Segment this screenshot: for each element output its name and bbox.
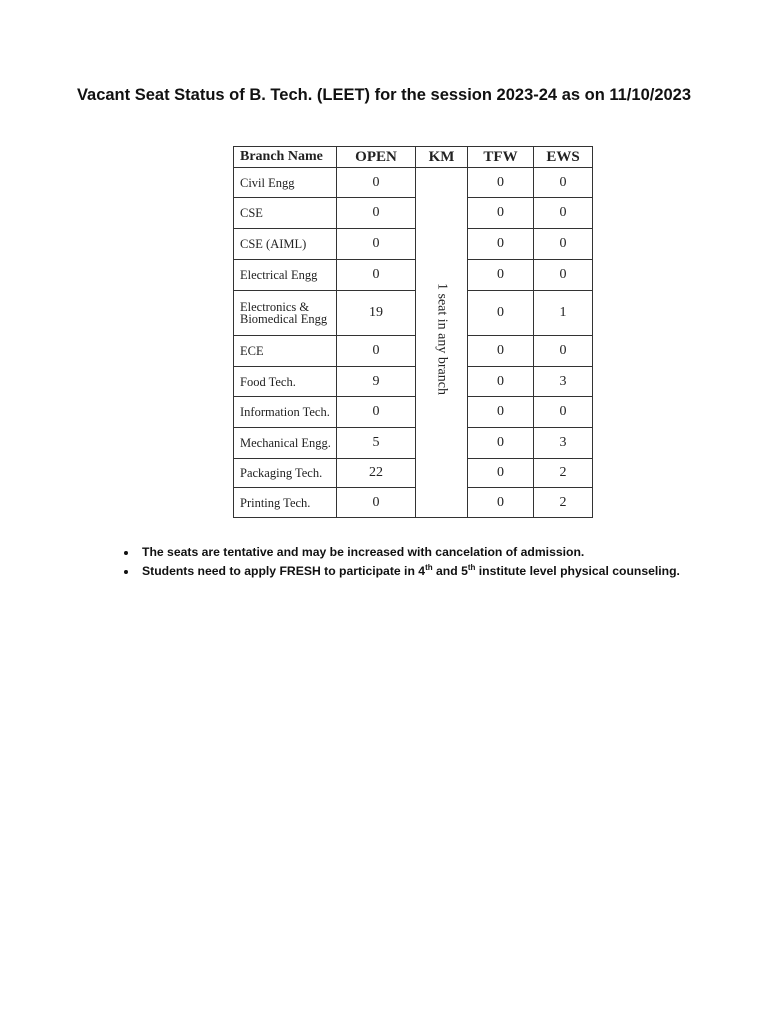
tfw-value: 0 <box>467 396 534 428</box>
note-text: institute level physical counseling. <box>475 564 680 579</box>
table-row: Food Tech. 9 0 3 <box>233 366 593 397</box>
branch-name: CSE (AIML) <box>233 228 337 260</box>
ews-value: 0 <box>533 396 593 428</box>
ews-value: 3 <box>533 427 593 459</box>
ews-value: 0 <box>533 335 593 367</box>
note-text: The seats are tentative and may be incre… <box>142 545 585 559</box>
open-value: 22 <box>336 458 416 488</box>
ews-value: 0 <box>533 228 593 260</box>
notes-list: The seats are tentative and may be incre… <box>100 545 680 582</box>
ews-value: 0 <box>533 167 593 198</box>
branch-name: Printing Tech. <box>233 487 337 518</box>
superscript: th <box>425 563 433 572</box>
open-value: 5 <box>336 427 416 459</box>
ews-value: 0 <box>533 259 593 291</box>
table-row: Mechanical Engg. 5 0 3 <box>233 427 593 459</box>
tfw-value: 0 <box>467 290 534 336</box>
header-open: OPEN <box>336 146 416 168</box>
open-value: 9 <box>336 366 416 397</box>
km-cell: 1 seat in any branch <box>415 167 468 518</box>
branch-name: CSE <box>233 197 337 229</box>
tfw-value: 0 <box>467 167 534 198</box>
open-value: 0 <box>336 335 416 367</box>
open-value: 0 <box>336 197 416 229</box>
ews-value: 2 <box>533 487 593 518</box>
branch-name: Electrical Engg <box>233 259 337 291</box>
tfw-value: 0 <box>467 197 534 229</box>
table-row: Packaging Tech. 22 0 2 <box>233 458 593 488</box>
tfw-value: 0 <box>467 335 534 367</box>
branch-name: Electronics & Biomedical Engg <box>233 290 337 336</box>
note-item: Students need to apply FRESH to particip… <box>138 563 680 578</box>
branch-name: Food Tech. <box>233 366 337 397</box>
note-item: The seats are tentative and may be incre… <box>138 545 680 559</box>
tfw-value: 0 <box>467 366 534 397</box>
note-text: Students need to apply FRESH to particip… <box>142 564 426 579</box>
open-value: 0 <box>336 396 416 428</box>
open-value: 0 <box>336 167 416 198</box>
branch-name: ECE <box>233 335 337 367</box>
tfw-value: 0 <box>467 487 534 518</box>
ews-value: 2 <box>533 458 593 488</box>
tfw-value: 0 <box>467 427 534 459</box>
open-value: 0 <box>336 259 416 291</box>
note-text: and 5 <box>432 564 468 579</box>
table-row: Printing Tech. 0 0 2 <box>233 487 593 518</box>
ews-value: 1 <box>533 290 593 336</box>
ews-value: 3 <box>533 366 593 397</box>
vacant-seat-table: Branch Name OPEN KM TFW EWS Civil Engg 0… <box>233 146 593 518</box>
table-row: Civil Engg 0 1 seat in any branch 0 0 <box>233 167 593 518</box>
superscript: th <box>467 563 476 572</box>
header-tfw: TFW <box>467 146 534 168</box>
open-value: 19 <box>336 290 416 336</box>
header-branch-name: Branch Name <box>233 146 337 168</box>
open-value: 0 <box>336 487 416 518</box>
header-ews: EWS <box>533 146 593 168</box>
page-title: Vacant Seat Status of B. Tech. (LEET) fo… <box>76 86 692 104</box>
branch-name: Information Tech. <box>233 396 337 428</box>
tfw-value: 0 <box>467 228 534 260</box>
tfw-value: 0 <box>467 259 534 291</box>
branch-name: Mechanical Engg. <box>233 427 337 459</box>
table-row: Electronics & Biomedical Engg 19 0 1 <box>233 290 593 336</box>
open-value: 0 <box>336 228 416 260</box>
tfw-value: 0 <box>467 458 534 488</box>
header-km: KM <box>415 146 468 168</box>
ews-value: 0 <box>533 197 593 229</box>
branch-name: Civil Engg <box>233 167 337 198</box>
table-header-row: Branch Name OPEN KM TFW EWS <box>233 146 593 168</box>
branch-name: Packaging Tech. <box>233 458 337 488</box>
km-note: 1 seat in any branch <box>434 283 450 395</box>
